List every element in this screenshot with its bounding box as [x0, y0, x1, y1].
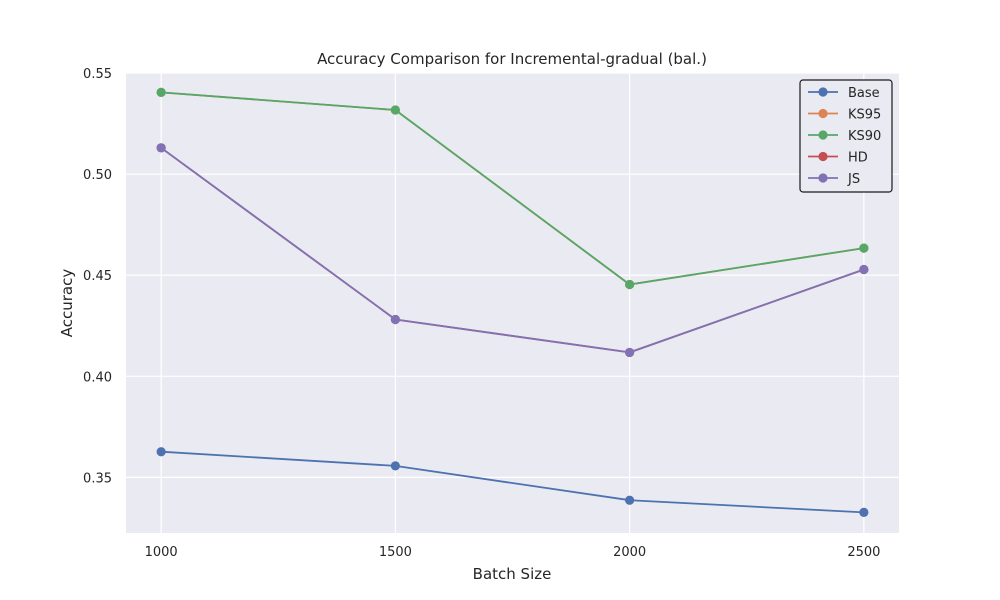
legend-box — [799, 79, 893, 193]
data-point — [859, 507, 869, 517]
data-point — [859, 264, 869, 275]
legend-marker — [818, 173, 828, 183]
series-line — [161, 91, 865, 286]
legend-label: Base — [848, 86, 880, 101]
series-line — [160, 147, 865, 354]
legend-label: HD — [848, 151, 868, 166]
chart-title: Accuracy Comparison for Incremental-grad… — [317, 50, 707, 68]
grid-lines — [126, 72, 899, 533]
data-point — [625, 279, 635, 290]
data-point — [156, 447, 166, 457]
series-ks90 — [156, 87, 869, 290]
data-point — [390, 105, 400, 115]
y-tick-label: 0.35 — [83, 471, 112, 486]
y-tick-label: 0.40 — [83, 370, 112, 385]
legend-marker — [818, 87, 828, 97]
data-point — [859, 243, 869, 253]
axis-ticks: 1000 1500 2000 2500 0.35 0.40 0.45 0.50 0.55 — [83, 67, 880, 560]
y-tick-label: 0.55 — [83, 67, 112, 82]
plot-area — [126, 73, 899, 533]
data-point — [390, 314, 400, 325]
series-js — [156, 143, 869, 358]
legend-marker — [818, 130, 828, 140]
data-point — [156, 87, 166, 98]
legend-marker — [818, 151, 828, 162]
legend: Base KS95 KS90 HD JS — [799, 79, 893, 193]
y-tick-label: 0.45 — [83, 269, 112, 284]
y-tick-label: 0.50 — [83, 168, 112, 183]
x-tick-label: 1500 — [379, 545, 412, 560]
data-point — [156, 143, 166, 153]
y-axis-label: Accuracy — [58, 269, 76, 338]
series-line — [161, 450, 864, 514]
x-tick-label: 1000 — [145, 545, 178, 560]
data-point — [625, 347, 635, 358]
legend-label: KS90 — [848, 129, 881, 144]
legend-marker — [818, 108, 828, 119]
data-point — [625, 495, 635, 505]
x-axis-label: Batch Size — [473, 565, 552, 583]
series-lines — [156, 87, 869, 517]
data-point — [390, 461, 400, 471]
legend-label: JS — [847, 172, 860, 187]
legend-label: KS95 — [848, 108, 881, 123]
series-base — [156, 447, 869, 517]
x-tick-label: 2000 — [613, 545, 646, 560]
x-tick-label: 2500 — [847, 545, 880, 560]
